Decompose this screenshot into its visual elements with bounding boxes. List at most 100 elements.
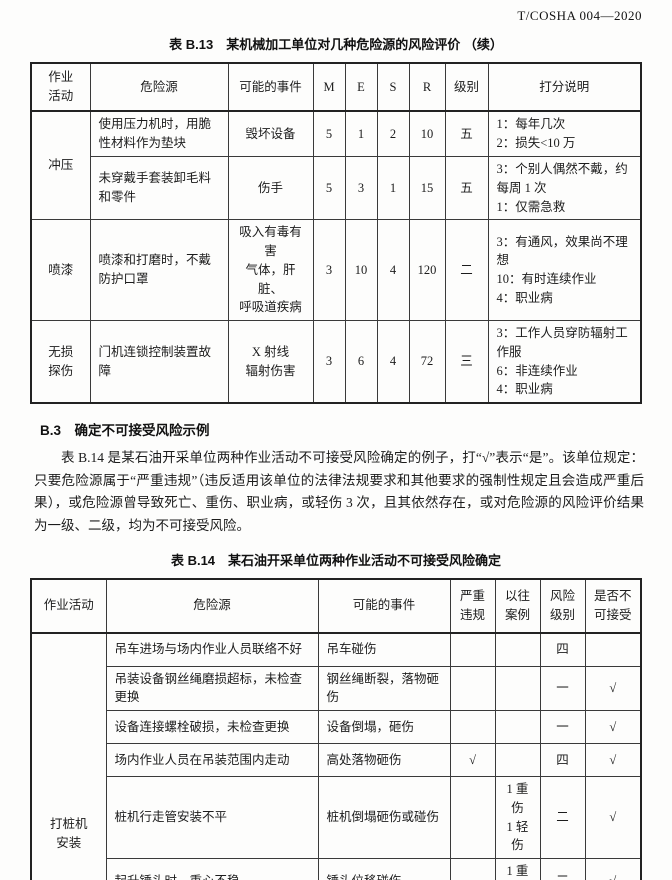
table-cell: 桩机倒塌砸伤或碰伤 bbox=[317, 776, 451, 860]
column-header: 可能的事件 bbox=[227, 62, 314, 112]
table-cell: 3：工作人员穿防辐射工作服 6：非连续作业 4：职业病 bbox=[487, 320, 642, 404]
table-cell: 3：有通风，效果尚不理想 10：有时连续作业 4：职业病 bbox=[487, 219, 642, 321]
table-b14-title: 表 B.14 某石油开采单位两种作业活动不可接受风险确定 bbox=[170, 552, 502, 568]
table-cell bbox=[494, 632, 541, 667]
table-cell: 高处落物砸伤 bbox=[317, 743, 451, 778]
table-cell: 桩机行走管安装不平 bbox=[105, 776, 319, 860]
table-cell bbox=[494, 710, 541, 745]
table-row: 桩机行走管安装不平 桩机倒塌砸伤或碰伤 1 重伤 1 轻伤二 √ bbox=[31, 776, 642, 860]
table-cell: 喷漆 bbox=[30, 219, 91, 321]
table-cell: 2 bbox=[376, 110, 410, 157]
table-cell: 3 bbox=[312, 320, 346, 404]
table-cell: 72 bbox=[408, 320, 446, 404]
table-cell: 15 bbox=[408, 155, 446, 221]
table-cell: √ bbox=[449, 743, 496, 778]
column-header: 危险源 bbox=[89, 62, 229, 112]
table-cell: 1 bbox=[344, 110, 378, 157]
table-b14-header-row: 作业活动 危险源 可能的事件 严重 违规 以往 案例 风险 级别 是否不 可接受 bbox=[30, 578, 642, 634]
table-cell: 吊装设备钢丝绳磨损超标，未检查更换 bbox=[105, 665, 319, 712]
table-cell bbox=[449, 858, 496, 880]
table-cell: √ bbox=[584, 858, 642, 880]
table-cell: 二 bbox=[539, 776, 586, 860]
table-cell: 吊车碰伤 bbox=[317, 632, 451, 667]
table-cell: 5 bbox=[312, 155, 346, 221]
table-b13-title: 表 B.13 某机械加工单位对几种危险源的风险评价 （续） bbox=[169, 37, 503, 52]
table-cell: 10 bbox=[344, 219, 378, 321]
table-cell: 三 bbox=[539, 858, 586, 880]
column-header: 级别 bbox=[444, 62, 489, 112]
table-b13-body: 冲压 使用压力机时，用脆性材料作为垫块 毁坏设备 5 1 2 10 五 1：每年几次 2：损失<… bbox=[30, 110, 642, 404]
table-cell: 1：每年几次 2：损失<10 万 bbox=[487, 110, 642, 157]
table-b14-head: 作业活动 危险源 可能的事件 严重 违规 以往 案例 风险 级别 是否不 可接受 bbox=[30, 578, 642, 634]
table-cell: 三 bbox=[444, 320, 489, 404]
table-cell: √ bbox=[584, 776, 642, 860]
column-header: 作业活动 bbox=[30, 578, 107, 634]
table-cell: 喷漆和打磨时，不戴防护口罩 bbox=[89, 219, 229, 321]
table-row: 设备连接螺栓破损，未检查更换 设备倒塌，砸伤 一 √ bbox=[31, 710, 642, 745]
table-cell: 3：个别人偶然不戴，约每周 1 次 1：仅需急救 bbox=[487, 155, 642, 221]
table-cell: 3 bbox=[344, 155, 378, 221]
table-cell: 五 bbox=[444, 155, 489, 221]
table-b14-body: 打桩机 安装 吊车进场与场内作业人员联络不好 吊车碰伤四吊装设备钢丝绳磨损超标，未检… bbox=[30, 632, 642, 880]
table-cell: 一 bbox=[539, 665, 586, 712]
table-b13-head: 作业 活动 危险源 可能的事件 M E S R 级别 打分说明 bbox=[30, 62, 642, 112]
table-cell: 设备连接螺栓破损，未检查更换 bbox=[105, 710, 319, 745]
table-row: 喷漆 喷漆和打磨时，不戴防护口罩 吸入有毒有害 气体，肝脏、 呼吸道疾病 3 10 4 12… bbox=[30, 219, 642, 321]
table-row: 吊装设备钢丝绳磨损超标，未检查更换 钢丝绳断裂，落物砸伤 一 √ bbox=[31, 665, 642, 712]
table-cell: 4 bbox=[376, 320, 410, 404]
table-cell: 1 重伤 bbox=[494, 858, 541, 880]
table-cell: 毁坏设备 bbox=[227, 110, 314, 157]
column-header: M bbox=[312, 62, 346, 112]
standard-number: T/COSHA 004—2020 bbox=[517, 8, 642, 23]
table-cell: X 射线 辐射伤害 bbox=[227, 320, 314, 404]
table-cell bbox=[449, 710, 496, 745]
column-header: 以往 案例 bbox=[494, 578, 541, 634]
table-cell: 一 bbox=[539, 710, 586, 745]
table-cell: √ bbox=[584, 743, 642, 778]
column-header: S bbox=[376, 62, 410, 112]
table-cell: 吸入有毒有害 气体，肝脏、 呼吸道疾病 bbox=[227, 219, 314, 321]
section-b3-paragraph: 表 B.14 是某石油开采单位两种作业活动不可接受风险确定的例子，打“√”表示“… bbox=[34, 450, 644, 534]
table-cell bbox=[584, 632, 642, 667]
table-b13: 作业 活动 危险源 可能的事件 M E S R 级别 打分说明 冲压 使用压力机时，用脆性材料作为… bbox=[30, 62, 642, 404]
table-cell bbox=[494, 743, 541, 778]
table-cell: 1 重伤 1 轻伤 bbox=[494, 776, 541, 860]
table-cell bbox=[449, 665, 496, 712]
column-header: 严重 违规 bbox=[449, 578, 496, 634]
table-cell: 1 bbox=[376, 155, 410, 221]
column-header: 是否不 可接受 bbox=[584, 578, 642, 634]
table-cell: 吊车进场与场内作业人员联络不好 bbox=[105, 632, 319, 667]
table-cell: 场内作业人员在吊装范围内走动 bbox=[105, 743, 319, 778]
table-cell: 4 bbox=[376, 219, 410, 321]
table-cell: 6 bbox=[344, 320, 378, 404]
table-cell: 未穿戴手套装卸毛料和零件 bbox=[89, 155, 229, 221]
column-header: E bbox=[344, 62, 378, 112]
table-cell bbox=[494, 665, 541, 712]
table-cell: 钢丝绳断裂，落物砸伤 bbox=[317, 665, 451, 712]
table-cell bbox=[449, 632, 496, 667]
table-cell: 冲压 bbox=[30, 110, 91, 221]
table-cell: 四 bbox=[539, 743, 586, 778]
table-row: 未穿戴手套装卸毛料和零件 伤手 5 3 1 15 五 3：个别人偶然不戴，约每周 1 次 1：… bbox=[31, 155, 642, 221]
table-cell: 起升锤头时，重心不稳 bbox=[105, 858, 319, 880]
table-cell: 5 bbox=[312, 110, 346, 157]
table-cell: √ bbox=[584, 665, 642, 712]
table-row: 打桩机 安装 吊车进场与场内作业人员联络不好 吊车碰伤四 bbox=[30, 632, 642, 880]
table-cell: 3 bbox=[312, 219, 346, 321]
table-cell: 打桩机 安装 bbox=[30, 632, 107, 880]
table-cell: 二 bbox=[444, 219, 489, 321]
table-cell: √ bbox=[584, 710, 642, 745]
table-b14: 作业活动 危险源 可能的事件 严重 违规 以往 案例 风险 级别 是否不 可接受 打桩机 安… bbox=[30, 577, 642, 880]
table-cell: 五 bbox=[444, 110, 489, 157]
column-header: 作业 活动 bbox=[30, 62, 91, 112]
section-b3-heading: B.3 确定不可接受风险示例 bbox=[40, 423, 210, 438]
column-header: R bbox=[408, 62, 446, 112]
table-row: 冲压 使用压力机时，用脆性材料作为垫块 毁坏设备 5 1 2 10 五 1：每年几次 2：损失<… bbox=[30, 110, 642, 221]
table-cell: 门机连锁控制装置故障 bbox=[89, 320, 229, 404]
table-row: 起升锤头时，重心不稳锤头位移碰伤 1 重伤三√ bbox=[31, 858, 642, 880]
table-cell: 伤手 bbox=[227, 155, 314, 221]
table-cell: 设备倒塌，砸伤 bbox=[317, 710, 451, 745]
table-cell: 锤头位移碰伤 bbox=[317, 858, 451, 880]
column-header: 打分说明 bbox=[487, 62, 642, 112]
